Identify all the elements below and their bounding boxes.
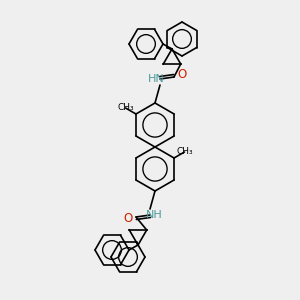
Text: CH₃: CH₃ xyxy=(176,148,193,157)
Text: NH: NH xyxy=(146,210,162,220)
Text: CH₃: CH₃ xyxy=(117,103,134,112)
Text: O: O xyxy=(123,212,133,226)
Text: O: O xyxy=(177,68,187,82)
Text: HN: HN xyxy=(148,74,164,84)
